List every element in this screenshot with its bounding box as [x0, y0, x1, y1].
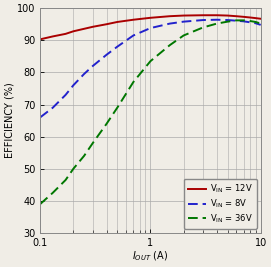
Legend: $\mathregular{V_{IN}}$ = 12V, $\mathregular{V_{IN}}$ = 8V, $\mathregular{V_{IN}}: $\mathregular{V_{IN}}$ = 12V, $\mathregu…: [184, 179, 257, 229]
Y-axis label: EFFICIENCY (%): EFFICIENCY (%): [4, 83, 14, 158]
X-axis label: $I_{OUT}$ (A): $I_{OUT}$ (A): [132, 249, 169, 263]
